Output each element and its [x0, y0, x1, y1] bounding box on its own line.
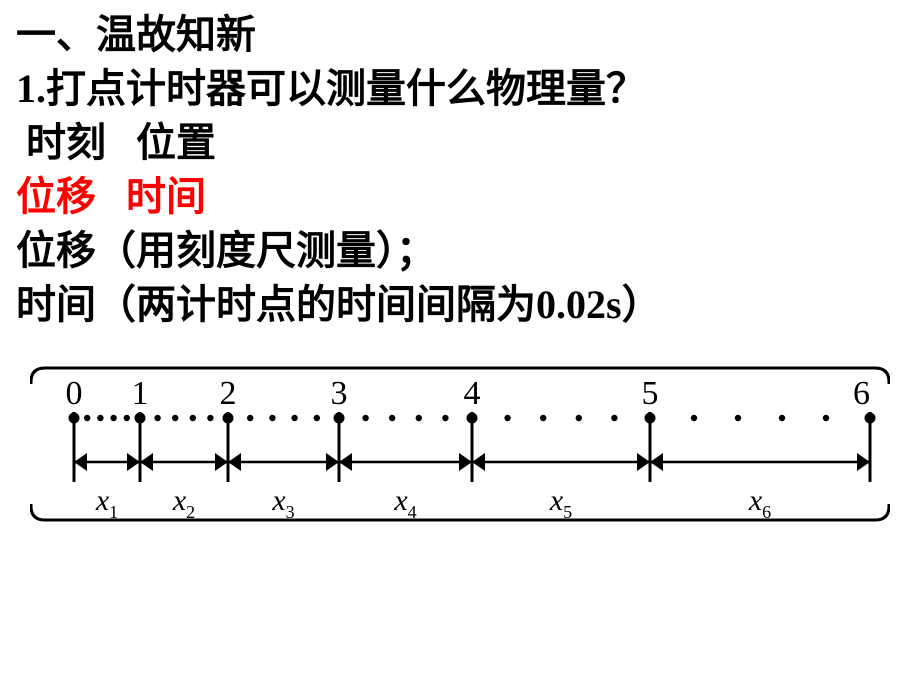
tape-diagram-container: 0 1 2 3 4 5 6 x1 x2 x3 x4 x5 x6 — [16, 362, 904, 526]
svg-text:5: 5 — [642, 375, 659, 412]
question-text: 1.打点计时器可以测量什么物理量？ — [16, 62, 904, 116]
svg-text:2: 2 — [220, 375, 237, 412]
svg-text:6: 6 — [853, 375, 870, 412]
detail-line-2: 时间（两计时点的时间间隔为0.02s） — [16, 278, 904, 332]
section-heading: 一、温故知新 — [16, 8, 904, 62]
svg-text:x5: x5 — [549, 484, 572, 522]
svg-text:x3: x3 — [271, 484, 294, 522]
svg-text:0: 0 — [66, 375, 83, 412]
answer-line-1: 时刻 位置 — [16, 116, 904, 170]
detail-line-1: 位移（用刻度尺测量）； — [16, 224, 904, 278]
svg-text:3: 3 — [331, 375, 348, 412]
svg-text:x6: x6 — [748, 484, 771, 522]
svg-text:4: 4 — [464, 375, 481, 412]
slide-content: 一、温故知新 1.打点计时器可以测量什么物理量？ 时刻 位置 位移 时间 位移（… — [0, 0, 920, 534]
svg-text:x4: x4 — [393, 484, 416, 522]
svg-text:x1: x1 — [95, 484, 118, 522]
svg-text:1: 1 — [132, 375, 149, 412]
svg-text:x2: x2 — [172, 484, 195, 522]
answer-line-2: 位移 时间 — [16, 170, 904, 224]
tape-diagram: 0 1 2 3 4 5 6 x1 x2 x3 x4 x5 x6 — [30, 362, 890, 526]
